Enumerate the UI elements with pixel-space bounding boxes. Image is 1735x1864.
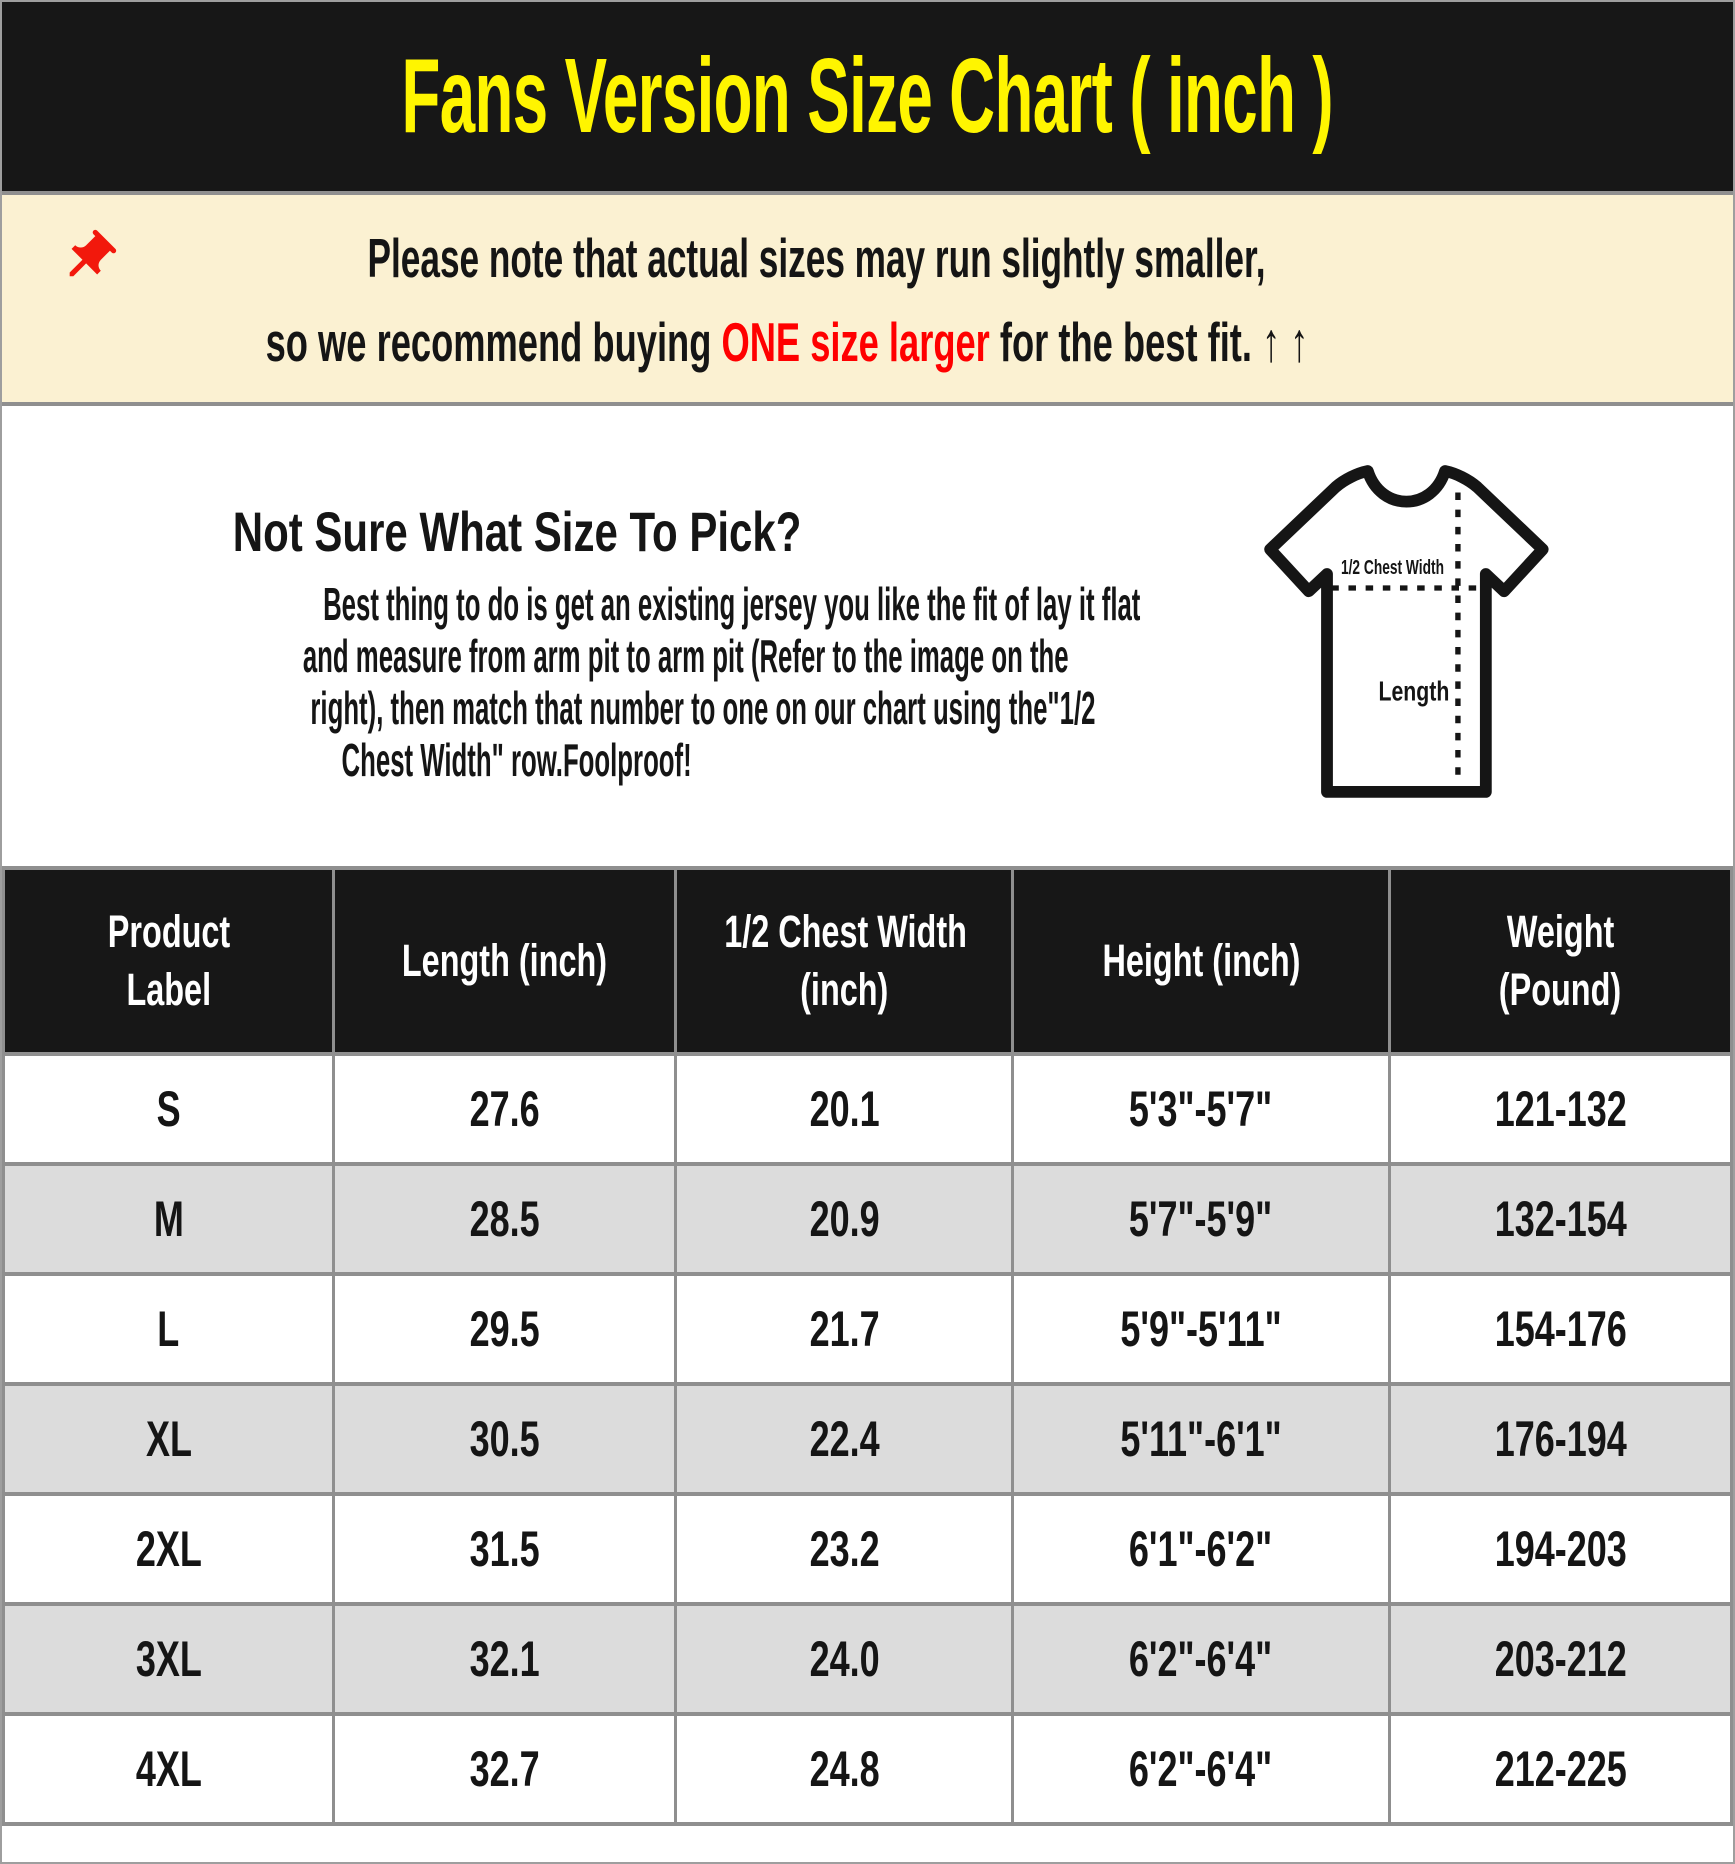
size-cell: 32.1 [332, 1602, 678, 1716]
notice-text-2-suffix: for the best fit. ↑ ↑ [990, 311, 1309, 373]
header-cell-weight: Weight (Pound) [1387, 866, 1733, 1056]
size-cell: 5'7"-5'9" [1011, 1162, 1391, 1276]
guide-section: Not Sure What Size To Pick? Best thing t… [2, 406, 1733, 866]
size-cell: 5'11"-6'1" [1011, 1382, 1391, 1496]
guide-text-block: Not Sure What Size To Pick? Best thing t… [2, 406, 1141, 787]
size-cell: 6'2"-6'4" [1011, 1712, 1391, 1826]
table-row-3xl: 3XL 32.1 24.0 6'2"-6'4" 203-212 [2, 1602, 1733, 1716]
size-cell: XL [2, 1382, 336, 1496]
size-cell: 20.9 [674, 1162, 1015, 1276]
notice-line-1: Please note that actual sizes may run sl… [57, 227, 1518, 289]
table-row-xl: XL 30.5 22.4 5'11"-6'1" 176-194 [2, 1382, 1733, 1496]
size-cell: 176-194 [1387, 1382, 1733, 1496]
page-title: Fans Version Size Chart ( inch ) [401, 37, 1334, 155]
size-cell: 6'1"-6'2" [1011, 1492, 1391, 1606]
size-cell: 5'3"-5'7" [1011, 1052, 1391, 1166]
chest-width-label: 1/2 Chest Width [1341, 557, 1444, 579]
size-cell: 6'2"-6'4" [1011, 1602, 1391, 1716]
tshirt-measurement-diagram: 1/2 Chest Width Length [1264, 465, 1549, 798]
size-cell: 31.5 [332, 1492, 678, 1606]
size-cell: 4XL [2, 1712, 336, 1826]
size-cell: 30.5 [332, 1382, 678, 1496]
table-row-2xl: 2XL 31.5 23.2 6'1"-6'2" 194-203 [2, 1492, 1733, 1606]
size-cell: 22.4 [674, 1382, 1015, 1496]
size-cell: 29.5 [332, 1272, 678, 1386]
size-cell: 154-176 [1387, 1272, 1733, 1386]
guide-text-line: and measure from arm pit to arm pit (Ref… [302, 630, 1069, 682]
size-cell: 32.7 [332, 1712, 678, 1826]
guide-text-line: Chest Width" row.Foolproof! [341, 734, 693, 786]
size-cell: 27.6 [332, 1052, 678, 1166]
guide-text-line: Best thing to do is get an existing jers… [323, 578, 1141, 630]
size-cell: 194-203 [1387, 1492, 1733, 1606]
notice-banner: Please note that actual sizes may run sl… [2, 195, 1733, 406]
size-cell: 121-132 [1387, 1052, 1733, 1166]
size-cell: 28.5 [332, 1162, 678, 1276]
notice-text-2-prefix: so we recommend buying [266, 311, 722, 373]
size-cell: 23.2 [674, 1492, 1015, 1606]
title-bar: Fans Version Size Chart ( inch ) [2, 2, 1733, 195]
size-cell: M [2, 1162, 336, 1276]
size-cell: 24.0 [674, 1602, 1015, 1716]
table-row-l: L 29.5 21.7 5'9"-5'11" 154-176 [2, 1272, 1733, 1386]
size-cell: 20.1 [674, 1052, 1015, 1166]
guide-text-line: right), then match that number to one on… [310, 682, 1096, 734]
size-cell: 132-154 [1387, 1162, 1733, 1276]
size-cell: 3XL [2, 1602, 336, 1716]
size-cell: 21.7 [674, 1272, 1015, 1386]
table-row-4xl: 4XL 32.7 24.8 6'2"-6'4" 212-225 [2, 1712, 1733, 1826]
size-cell: L [2, 1272, 336, 1386]
size-cell: 24.8 [674, 1712, 1015, 1826]
size-cell: 5'9"-5'11" [1011, 1272, 1391, 1386]
pushpin-icon [69, 229, 117, 277]
size-cell: 203-212 [1387, 1602, 1733, 1716]
table-row-m: M 28.5 20.9 5'7"-5'9" 132-154 [2, 1162, 1733, 1276]
size-cell: S [2, 1052, 336, 1166]
notice-text-1: Please note that actual sizes may run sl… [367, 226, 1266, 289]
notice-line-2: so we recommend buying ONE size larger f… [2, 315, 1578, 370]
header-cell-product-label: Product Label [2, 866, 336, 1056]
guide-heading-text: Not Sure What Size To Pick? [232, 500, 802, 563]
notice-highlight: ONE size larger [721, 311, 991, 373]
table-row-s: S 27.6 20.1 5'3"-5'7" 121-132 [2, 1052, 1733, 1166]
header-row: Product Label Length (inch) 1/2 Chest Wi… [2, 866, 1733, 1056]
size-cell: 212-225 [1387, 1712, 1733, 1826]
header-cell-height: Height (inch) [1011, 866, 1391, 1056]
notice-text-2: so we recommend buying ONE size larger f… [266, 315, 1309, 370]
size-cell: 2XL [2, 1492, 336, 1606]
header-cell-chest-width: 1/2 Chest Width (inch) [674, 866, 1015, 1056]
header-cell-length: Length (inch) [332, 866, 678, 1056]
tshirt-outline [1264, 465, 1549, 798]
size-table: Product Label Length (inch) 1/2 Chest Wi… [2, 866, 1733, 1826]
guide-heading: Not Sure What Size To Pick? [2, 504, 1032, 560]
length-label: Length [1379, 676, 1450, 707]
